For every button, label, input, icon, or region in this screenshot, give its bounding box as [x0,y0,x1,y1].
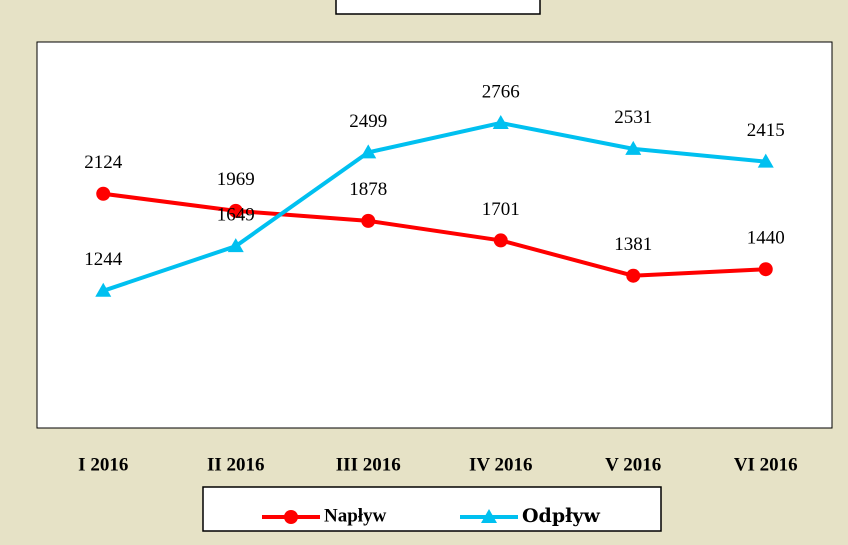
marker [626,268,641,283]
data-label: 1701 [482,199,520,220]
marker [228,203,243,218]
marker [360,144,377,159]
data-label: 1440 [747,228,785,249]
x-tick-label: V 2016 [605,454,661,475]
data-label: 1244 [84,249,123,270]
marker [284,510,298,524]
data-label: 1381 [614,234,652,255]
x-tick-label: I 2016 [78,454,128,475]
marker [95,282,112,297]
data-label: 2415 [747,120,785,141]
marker [758,262,773,277]
line [102,120,766,293]
marker [481,509,497,523]
data-label: 1969 [217,169,255,190]
data-label: 2531 [614,107,652,128]
marker [96,186,111,201]
marker [361,213,376,228]
marker [227,238,244,253]
marker [492,114,509,129]
marker [625,140,642,155]
x-tick-label: II 2016 [207,454,265,475]
x-tick-label: IV 2016 [469,454,533,475]
data-label: 2499 [349,111,387,132]
top-box [335,0,541,15]
data-label: 1878 [349,179,387,200]
legend-label: Odpływ [522,505,600,527]
x-tick-label: VI 2016 [734,454,798,475]
data-label: 1649 [217,204,255,225]
plot-area [36,41,833,429]
marker [493,233,508,248]
data-label: 2766 [482,81,520,102]
line [102,191,766,278]
marker [757,153,774,168]
legend [202,486,662,532]
legend-label: Napływ [324,505,387,526]
x-tick-label: III 2016 [336,454,401,475]
data-label: 2124 [84,152,123,173]
